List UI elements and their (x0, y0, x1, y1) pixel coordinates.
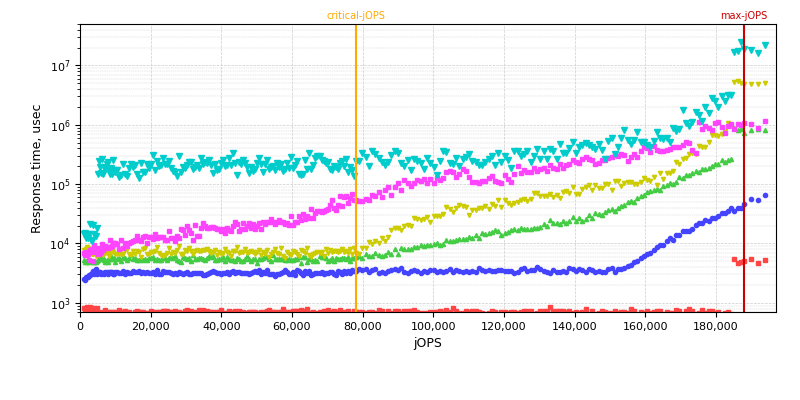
95-th percentile (354, 252, 364, 257)
90-th percentile (250, 257, 260, 262)
median (253, 269, 262, 274)
max (281, 166, 290, 171)
95-th percentile (380, 239, 390, 244)
max (736, 40, 746, 45)
max (87, 239, 97, 244)
median (185, 271, 194, 276)
90-th percentile (182, 256, 192, 261)
min (350, 309, 360, 314)
max (78, 232, 88, 236)
Line: 99-th percentile: 99-th percentile (82, 119, 767, 263)
90-th percentile (281, 257, 290, 262)
95-th percentile (301, 250, 310, 255)
95-th percentile (250, 252, 260, 256)
90-th percentile (761, 128, 770, 133)
min (761, 258, 770, 262)
median (354, 267, 364, 272)
median (80, 277, 90, 282)
99-th percentile (253, 224, 262, 228)
median (301, 269, 310, 274)
Line: 95-th percentile: 95-th percentile (82, 78, 767, 260)
95-th percentile (733, 78, 742, 83)
99-th percentile (380, 188, 390, 192)
min (78, 306, 88, 310)
max (380, 163, 390, 168)
90-th percentile (301, 254, 310, 259)
99-th percentile (301, 217, 310, 222)
min (717, 314, 726, 318)
Line: 90-th percentile: 90-th percentile (82, 126, 767, 265)
X-axis label: jOPS: jOPS (414, 337, 442, 350)
median (78, 277, 88, 282)
90-th percentile (730, 126, 739, 131)
99-th percentile (185, 227, 194, 232)
90-th percentile (354, 254, 364, 258)
95-th percentile (182, 248, 192, 253)
90-th percentile (78, 258, 88, 263)
max (301, 157, 310, 162)
min (377, 309, 386, 314)
min (278, 306, 288, 311)
95-th percentile (278, 254, 288, 259)
90-th percentile (380, 253, 390, 258)
99-th percentile (281, 221, 290, 226)
Line: max: max (81, 40, 768, 244)
max (253, 161, 262, 166)
95-th percentile (78, 248, 88, 252)
99-th percentile (78, 251, 88, 256)
95-th percentile (761, 81, 770, 86)
max (761, 43, 770, 48)
Text: critical-jOPS: critical-jOPS (326, 11, 385, 21)
Line: min: min (82, 257, 767, 318)
Text: max-jOPS: max-jOPS (721, 11, 768, 21)
90-th percentile (253, 261, 262, 266)
median (281, 268, 290, 273)
min (182, 308, 192, 313)
99-th percentile (761, 119, 770, 124)
99-th percentile (89, 259, 98, 264)
max (354, 159, 364, 164)
median (380, 271, 390, 276)
max (185, 160, 194, 164)
Line: median: median (82, 192, 767, 282)
95-th percentile (281, 256, 290, 261)
min (250, 310, 260, 315)
Y-axis label: Response time, usec: Response time, usec (31, 103, 44, 233)
median (761, 192, 770, 197)
min (730, 257, 739, 262)
min (298, 312, 308, 316)
99-th percentile (354, 198, 364, 203)
